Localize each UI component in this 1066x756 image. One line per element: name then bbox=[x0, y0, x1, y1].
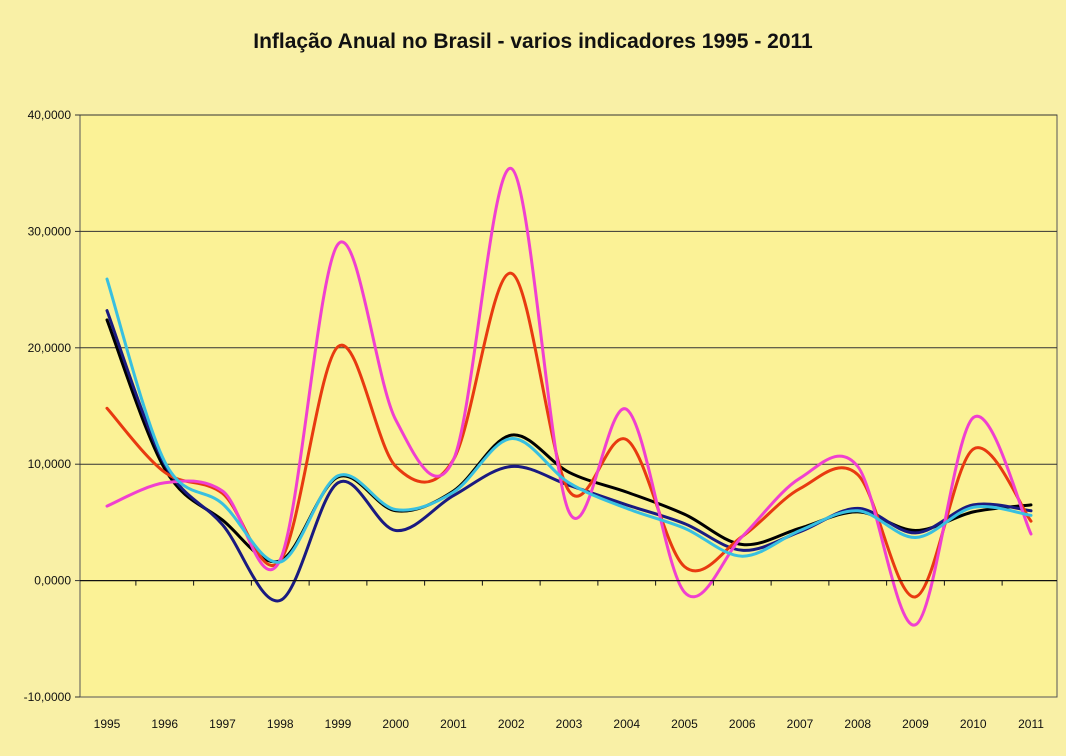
series-line-4 bbox=[105, 166, 1033, 627]
x-tick-label: 2008 bbox=[844, 717, 871, 731]
axes bbox=[80, 579, 1057, 586]
series-lines bbox=[105, 166, 1033, 627]
x-tick-label: 1997 bbox=[209, 717, 236, 731]
y-tick-label: 40,0000 bbox=[28, 108, 72, 122]
x-tick-label: 2004 bbox=[613, 717, 640, 731]
x-tick-label: 2000 bbox=[382, 717, 409, 731]
x-tick-label: 1999 bbox=[325, 717, 352, 731]
x-tick-label: 2005 bbox=[671, 717, 698, 731]
x-tick-label: 2006 bbox=[729, 717, 756, 731]
series-line-2 bbox=[105, 309, 1033, 603]
x-tick-label: 2009 bbox=[902, 717, 929, 731]
y-tick-label: 10,0000 bbox=[28, 457, 72, 471]
series-line-5 bbox=[105, 277, 1033, 564]
x-tick-label: 1998 bbox=[267, 717, 294, 731]
x-tick-label: 2007 bbox=[787, 717, 814, 731]
y-tick-label: 0,0000 bbox=[34, 574, 71, 588]
x-tick-labels: 1995 1996 1997 1998 1999 2000 2001 2002 2003 2004… bbox=[94, 717, 1045, 731]
chart-title: Inflação Anual no Brasil - varios indica… bbox=[253, 30, 813, 53]
x-tick-label: 1996 bbox=[151, 717, 178, 731]
x-tick-label: 2011 bbox=[1018, 717, 1044, 731]
x-tick-label: 2001 bbox=[440, 717, 467, 731]
x-tick-label: 1995 bbox=[94, 717, 121, 731]
y-tick-label: 30,0000 bbox=[28, 224, 72, 238]
y-tick-label: 20,0000 bbox=[28, 341, 72, 355]
gridlines bbox=[75, 114, 1057, 698]
x-tick-label: 2010 bbox=[960, 717, 987, 731]
plot-area bbox=[79, 114, 1058, 698]
x-tick-label: 2003 bbox=[556, 717, 583, 731]
x-tick-label: 2002 bbox=[498, 717, 525, 731]
y-tick-labels: 40,0000 30,0000 20,0000 10,0000 0,0000 -10,00… bbox=[24, 108, 72, 704]
y-tick-label: -10,0000 bbox=[24, 690, 72, 704]
